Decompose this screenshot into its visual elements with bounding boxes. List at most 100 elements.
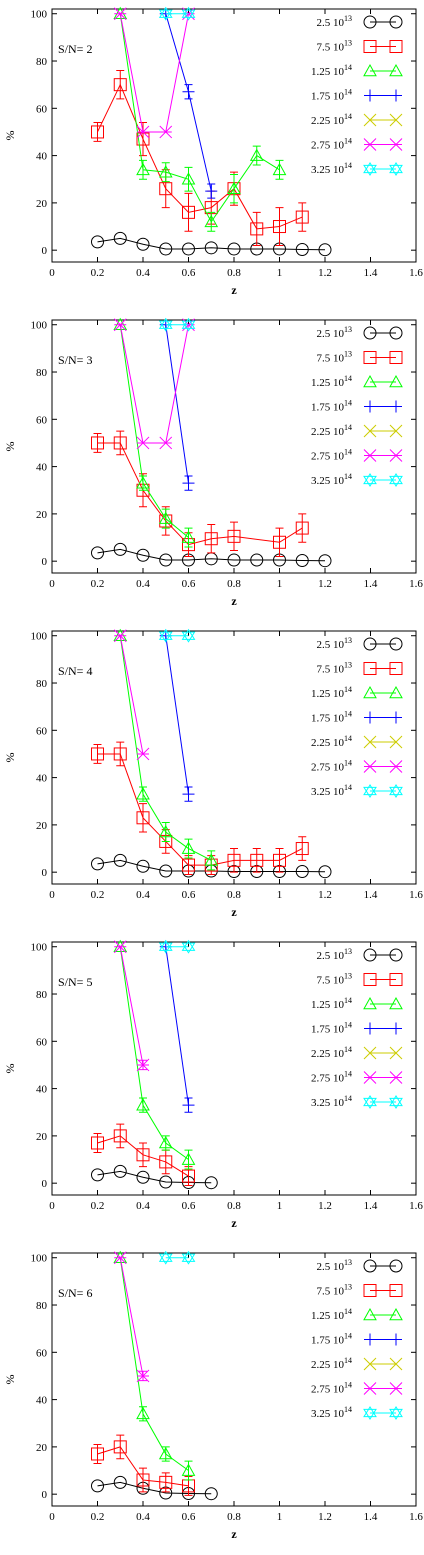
error-bar (275, 848, 284, 873)
legend-label: 7.5 1013 (317, 350, 353, 365)
legend-marker (389, 1406, 403, 1420)
legend-exponent: 14 (344, 1381, 352, 1390)
series-line (97, 442, 303, 546)
x-tick-label: 1 (277, 1511, 283, 1523)
legend-label: 3.25 1014 (311, 1094, 352, 1109)
legend-label: 1.75 1014 (311, 1021, 352, 1036)
y-tick-label: 0 (42, 1489, 48, 1501)
legend-marker (389, 1357, 403, 1371)
legend-marker (389, 1307, 403, 1321)
series-line (97, 753, 303, 866)
data-point (182, 242, 195, 256)
chart-svg: 0 0.2 0.4 0.6 0.8 1 1.2 1.4 1.6 0 20 40 60 80 100 z% S/N… (3, 628, 423, 919)
data-point (182, 1099, 195, 1112)
legend-label: 7.5 1013 (317, 39, 353, 54)
series (158, 1250, 196, 1265)
legend-marker (389, 351, 403, 364)
legend-label: 2.25 1014 (311, 423, 352, 438)
data-point (158, 824, 173, 838)
y-tick-label: 60 (36, 1036, 48, 1048)
series (91, 1475, 218, 1501)
sn-annotation: S/N= 6 (58, 1286, 92, 1300)
legend-label: 2.75 1014 (311, 1381, 352, 1396)
data-point (159, 864, 173, 878)
x-tick-label: 1.4 (364, 578, 378, 590)
y-tick-label: 60 (36, 414, 48, 426)
legend-marker (363, 351, 377, 364)
legend-label: 2.75 1014 (311, 448, 352, 463)
data-point (113, 1251, 127, 1265)
sn-annotation: S/N= 4 (58, 664, 92, 678)
data-point (158, 1135, 173, 1149)
legend-label: 1.25 1014 (311, 996, 352, 1011)
legend-exponent: 14 (344, 1307, 352, 1316)
data-point (158, 939, 173, 954)
error-bar (207, 524, 216, 554)
data-point (181, 530, 196, 543)
data-point (318, 243, 332, 257)
x-tick-label: 0.6 (182, 889, 196, 901)
error-bar (230, 521, 238, 552)
data-point (250, 853, 264, 867)
x-axis-label: z (231, 283, 237, 297)
y-tick-label: 20 (36, 509, 48, 521)
legend-label: 2.25 1014 (311, 1045, 352, 1060)
data-point (295, 521, 309, 535)
legend-marker (389, 424, 403, 438)
plot-frame (51, 8, 417, 263)
chart-panel: 0 0.2 0.4 0.6 0.8 1 1.2 1.4 1.6 0 20 40 60 80 100 z% S/N… (0, 311, 424, 622)
legend-marker (389, 1382, 403, 1395)
plot-frame (51, 1252, 417, 1507)
x-tick-label: 1 (277, 267, 283, 279)
x-tick-label: 0.2 (91, 889, 105, 901)
legend-label: 1.25 1014 (311, 1307, 352, 1322)
legend-mantissa: 2.25 10 (311, 115, 345, 127)
y-tick-label: 20 (36, 198, 48, 210)
legend-label: 3.25 1014 (311, 161, 352, 176)
data-point (181, 1463, 196, 1476)
x-tick-label: 0.2 (91, 1200, 105, 1212)
data-point (181, 628, 196, 643)
legend-marker (389, 113, 403, 127)
legend-marker (363, 138, 377, 151)
legend-exponent: 13 (344, 972, 352, 981)
legend-marker (390, 1333, 402, 1346)
series-line (119, 946, 144, 1066)
x-tick-label: 0 (49, 267, 55, 279)
error-bar (252, 848, 261, 873)
legend-exponent: 14 (344, 1045, 352, 1054)
x-tick-label: 0.4 (136, 578, 150, 590)
y-tick-label: 0 (42, 867, 48, 879)
legend-marker (389, 735, 403, 749)
legend-marker (389, 1259, 403, 1273)
x-tick-label: 0.6 (182, 1511, 196, 1523)
legend-marker (363, 662, 377, 675)
series (113, 7, 195, 139)
plot-frame (51, 630, 417, 885)
legend-mantissa: 2.25 10 (311, 426, 345, 438)
legend-marker (363, 449, 377, 462)
data-point (113, 853, 127, 867)
series (113, 317, 196, 548)
data-point (181, 172, 196, 185)
data-point (181, 841, 196, 854)
data-point (158, 1446, 173, 1460)
data-point (136, 1170, 150, 1184)
legend-marker (389, 784, 403, 798)
chart-svg: 0 0.2 0.4 0.6 0.8 1 1.2 1.4 1.6 0 20 40 60 80 100 z% S/N… (3, 317, 423, 608)
data-point (159, 1475, 173, 1489)
data-point (91, 235, 104, 249)
legend-marker (389, 326, 403, 340)
legend-mantissa: 1.75 10 (311, 1335, 345, 1347)
legend-marker (363, 374, 377, 388)
legend-marker (363, 760, 377, 773)
legend-marker (390, 400, 402, 413)
data-point (204, 853, 219, 866)
data-point (136, 1148, 150, 1162)
legend-mantissa: 7.5 10 (317, 1286, 345, 1298)
legend-marker (390, 711, 402, 724)
legend-marker (364, 89, 376, 102)
data-point (204, 241, 218, 255)
series (113, 1251, 150, 1383)
